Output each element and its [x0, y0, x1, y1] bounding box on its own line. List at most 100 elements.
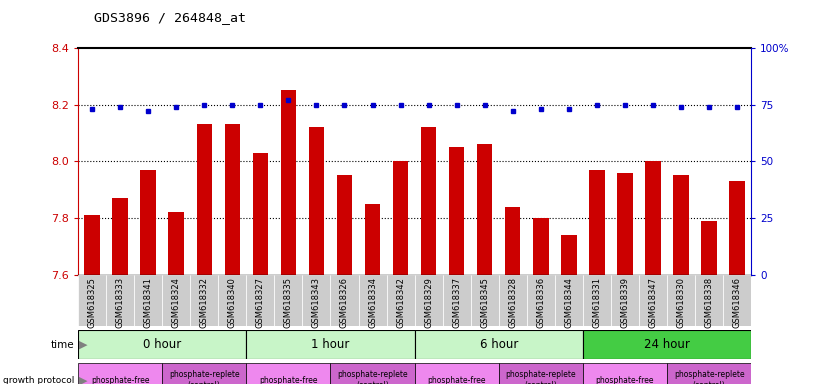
Bar — [274, 275, 302, 326]
Bar — [533, 218, 548, 275]
Text: phosphate-replete
(control): phosphate-replete (control) — [674, 371, 745, 384]
Bar — [134, 275, 163, 326]
Bar — [365, 204, 380, 275]
Bar — [527, 275, 555, 326]
Text: GSM618334: GSM618334 — [368, 277, 377, 328]
Text: GSM618342: GSM618342 — [396, 277, 405, 328]
Text: phosphate-replete
(control): phosphate-replete (control) — [337, 371, 408, 384]
Bar — [730, 181, 745, 275]
Bar — [470, 275, 499, 326]
Text: GSM618331: GSM618331 — [593, 277, 602, 328]
Text: GSM618340: GSM618340 — [227, 277, 236, 328]
Bar — [415, 330, 583, 359]
Text: GSM618345: GSM618345 — [480, 277, 489, 328]
Bar — [393, 161, 408, 275]
Bar — [421, 127, 436, 275]
Bar — [163, 363, 246, 384]
Bar — [477, 144, 493, 275]
Text: GSM618326: GSM618326 — [340, 277, 349, 328]
Bar — [723, 275, 751, 326]
Text: growth protocol: growth protocol — [2, 376, 74, 384]
Bar — [330, 275, 359, 326]
Bar — [583, 275, 611, 326]
Bar — [246, 330, 415, 359]
Text: GSM618341: GSM618341 — [144, 277, 153, 328]
Text: phosphate-free: phosphate-free — [596, 376, 654, 384]
Bar — [281, 91, 296, 275]
Bar — [387, 275, 415, 326]
Text: GSM618346: GSM618346 — [732, 277, 741, 328]
Bar — [168, 212, 184, 275]
Bar — [667, 275, 695, 326]
Bar — [415, 363, 499, 384]
Text: 6 hour: 6 hour — [479, 338, 518, 351]
Text: 0 hour: 0 hour — [143, 338, 181, 351]
Bar — [443, 275, 470, 326]
Bar — [611, 275, 639, 326]
Text: phosphate-free: phosphate-free — [259, 376, 318, 384]
Bar — [695, 275, 723, 326]
Text: GSM618329: GSM618329 — [424, 277, 433, 328]
Text: time: time — [50, 339, 74, 350]
Text: GSM618338: GSM618338 — [704, 277, 713, 328]
Text: phosphate-free: phosphate-free — [428, 376, 486, 384]
Bar — [589, 170, 604, 275]
Bar — [78, 363, 163, 384]
Text: ▶: ▶ — [79, 339, 87, 350]
Text: GSM618325: GSM618325 — [88, 277, 97, 328]
Text: 24 hour: 24 hour — [644, 338, 690, 351]
Bar — [246, 363, 330, 384]
Bar — [330, 363, 415, 384]
Text: GSM618336: GSM618336 — [536, 277, 545, 328]
Bar — [302, 275, 330, 326]
Bar — [106, 275, 134, 326]
Bar — [555, 275, 583, 326]
Bar — [246, 275, 274, 326]
Bar — [112, 198, 128, 275]
Bar — [449, 147, 465, 275]
Bar — [499, 363, 583, 384]
Text: GSM618339: GSM618339 — [621, 277, 630, 328]
Text: GSM618347: GSM618347 — [649, 277, 658, 328]
Bar — [583, 363, 667, 384]
Bar — [190, 275, 218, 326]
Text: phosphate-free: phosphate-free — [91, 376, 149, 384]
Text: GSM618324: GSM618324 — [172, 277, 181, 328]
Bar — [163, 275, 190, 326]
Text: 1 hour: 1 hour — [311, 338, 350, 351]
Text: GDS3896 / 264848_at: GDS3896 / 264848_at — [94, 12, 246, 25]
Text: phosphate-replete
(control): phosphate-replete (control) — [506, 371, 576, 384]
Bar — [673, 175, 689, 275]
Text: GSM618344: GSM618344 — [564, 277, 573, 328]
Text: phosphate-replete
(control): phosphate-replete (control) — [169, 371, 240, 384]
Bar — [645, 161, 661, 275]
Text: GSM618328: GSM618328 — [508, 277, 517, 328]
Bar — [617, 172, 633, 275]
Bar — [499, 275, 527, 326]
Bar — [78, 330, 246, 359]
Bar — [562, 235, 576, 275]
Text: ▶: ▶ — [79, 375, 87, 384]
Text: GSM618337: GSM618337 — [452, 277, 461, 328]
Bar — [415, 275, 443, 326]
Bar — [359, 275, 387, 326]
Bar — [196, 124, 212, 275]
Bar — [85, 215, 99, 275]
Bar — [701, 221, 717, 275]
Bar — [78, 275, 106, 326]
Bar — [505, 207, 521, 275]
Text: GSM618343: GSM618343 — [312, 277, 321, 328]
Bar — [639, 275, 667, 326]
Text: GSM618335: GSM618335 — [284, 277, 293, 328]
Bar — [225, 124, 240, 275]
Bar — [337, 175, 352, 275]
Bar — [667, 363, 751, 384]
Bar — [218, 275, 246, 326]
Text: GSM618332: GSM618332 — [200, 277, 209, 328]
Bar — [583, 330, 751, 359]
Bar — [140, 170, 156, 275]
Bar — [309, 127, 324, 275]
Text: GSM618327: GSM618327 — [256, 277, 265, 328]
Text: GSM618333: GSM618333 — [116, 277, 125, 328]
Bar — [253, 153, 268, 275]
